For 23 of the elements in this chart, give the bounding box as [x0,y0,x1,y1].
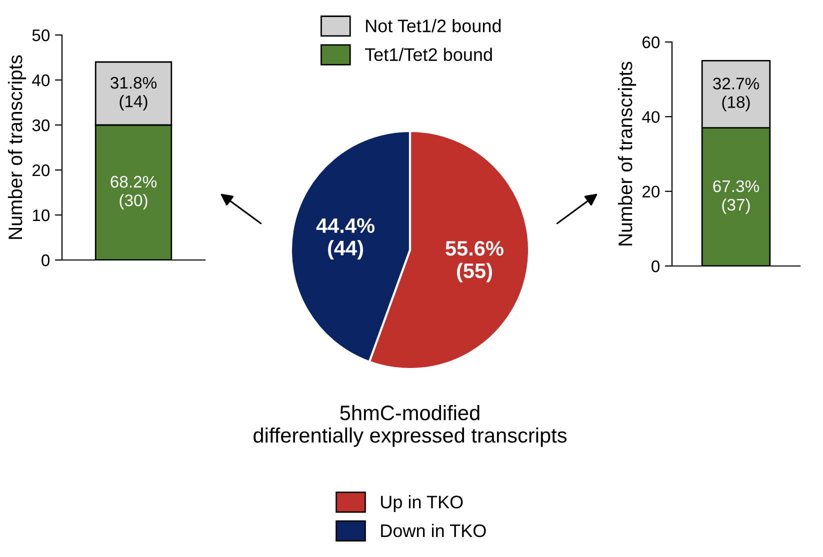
legend-label: Tet1/Tet2 bound [364,48,492,62]
data-label: 31.8% (14) [110,76,157,111]
y-tick-label: 30 [32,119,50,132]
y-tick-label: 20 [642,186,660,198]
y-tick-label: 20 [32,164,50,176]
y-tick-label: 60 [642,36,660,48]
legend-label: Up in TKO [381,495,463,512]
y-tick-label: 0 [652,260,660,272]
y-tick-label: 40 [32,74,50,86]
text: 5hmC-modified differentially expressed transcripts [254,405,567,447]
legend-label: Not Tet1/2 bound [366,19,501,32]
y-tick-label: 40 [642,111,660,123]
data-label: 55.6% (55) [446,240,504,282]
data-label: 32.7% (18) [713,78,760,112]
data-label: 68.2% (30) [110,176,157,210]
y-tick-label: 50 [32,29,50,42]
y-tick-label: 0 [42,254,50,266]
data-label: 44.4% (44) [316,218,375,260]
y-tick-label: 10 [32,209,50,222]
y-axis-title: Number of transcripts [8,55,26,239]
legend-label: Down in TKO [381,524,486,538]
data-label: 67.3% (37) [713,180,760,214]
y-axis-title: Number of transcripts [618,62,636,246]
